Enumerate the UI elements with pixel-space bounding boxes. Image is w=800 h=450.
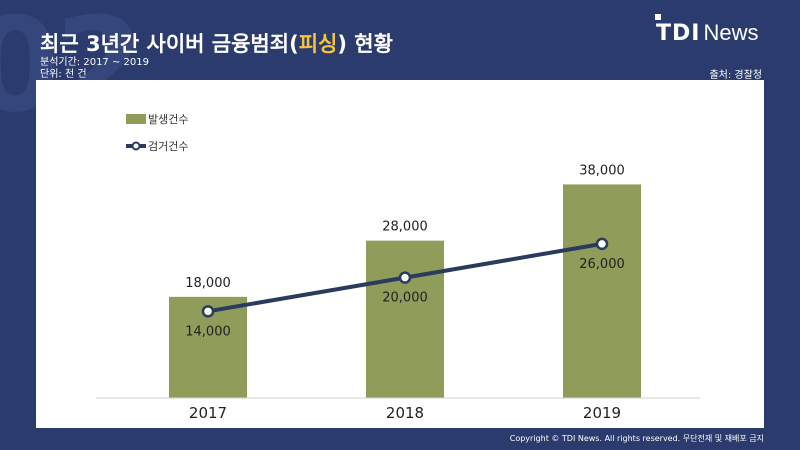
bar-value-label-2019: 38,000 [579,163,625,178]
legend: 발생건수 검거건수 [126,113,188,153]
chart-meta: 분석기간: 2017 ~ 2019 단위: 천 건 [40,57,149,81]
line-point-2018 [398,271,412,284]
title-main: 최근 3년간 사이버 금융범죄 [40,32,290,56]
line-value-label-2017: 14,000 [185,324,231,339]
title-paren-close: ) [337,32,347,56]
legend-line-label: 검거건수 [148,140,188,153]
bar-2019 [563,184,641,398]
title-suffix: 현황 [346,32,393,56]
line-value-label-2018: 20,000 [382,291,428,306]
x-tick-2017: 2017 [189,404,227,422]
copyright-footer: Copyright © TDI News. All rights reserve… [509,434,764,443]
tdi-news-logo[interactable]: TDI News [655,14,759,46]
analysis-period: 분석기간: 2017 ~ 2019 [40,57,149,68]
unit-label: 단위: 천 건 [40,69,87,80]
x-tick-2018: 2018 [386,404,424,422]
legend-bar-label: 발생건수 [148,113,188,126]
line-point-2019 [595,237,609,251]
x-tick-2019: 2019 [583,404,621,422]
logo-news: News [703,20,759,45]
logo-tdi: TDI [656,21,701,46]
title-paren-open: ( [289,32,299,56]
source-label: 출처: 경찰청 [709,70,762,81]
title-highlight: 피싱 [298,32,338,56]
bar-value-label-2018: 28,000 [382,220,428,235]
line-value-label-2019: 26,000 [579,257,625,272]
bar-value-label-2017: 18,000 [185,276,231,291]
line-series: 14,000 20,000 26,000 [185,237,625,339]
bar-2018 [366,240,444,398]
line-point-2017 [201,305,215,318]
logo-mark-icon [655,14,661,20]
legend-bar-swatch [126,114,146,124]
x-axis-ticks: 2017 2018 2019 [189,404,621,422]
legend-line-marker [131,141,141,151]
chart-panel: 발생건수 검거건수 18,000 28,000 38,000 2017 2018 201… [36,80,764,428]
page-title: 최근 3년간 사이버 금융범죄(피싱) 현황 [40,28,393,58]
